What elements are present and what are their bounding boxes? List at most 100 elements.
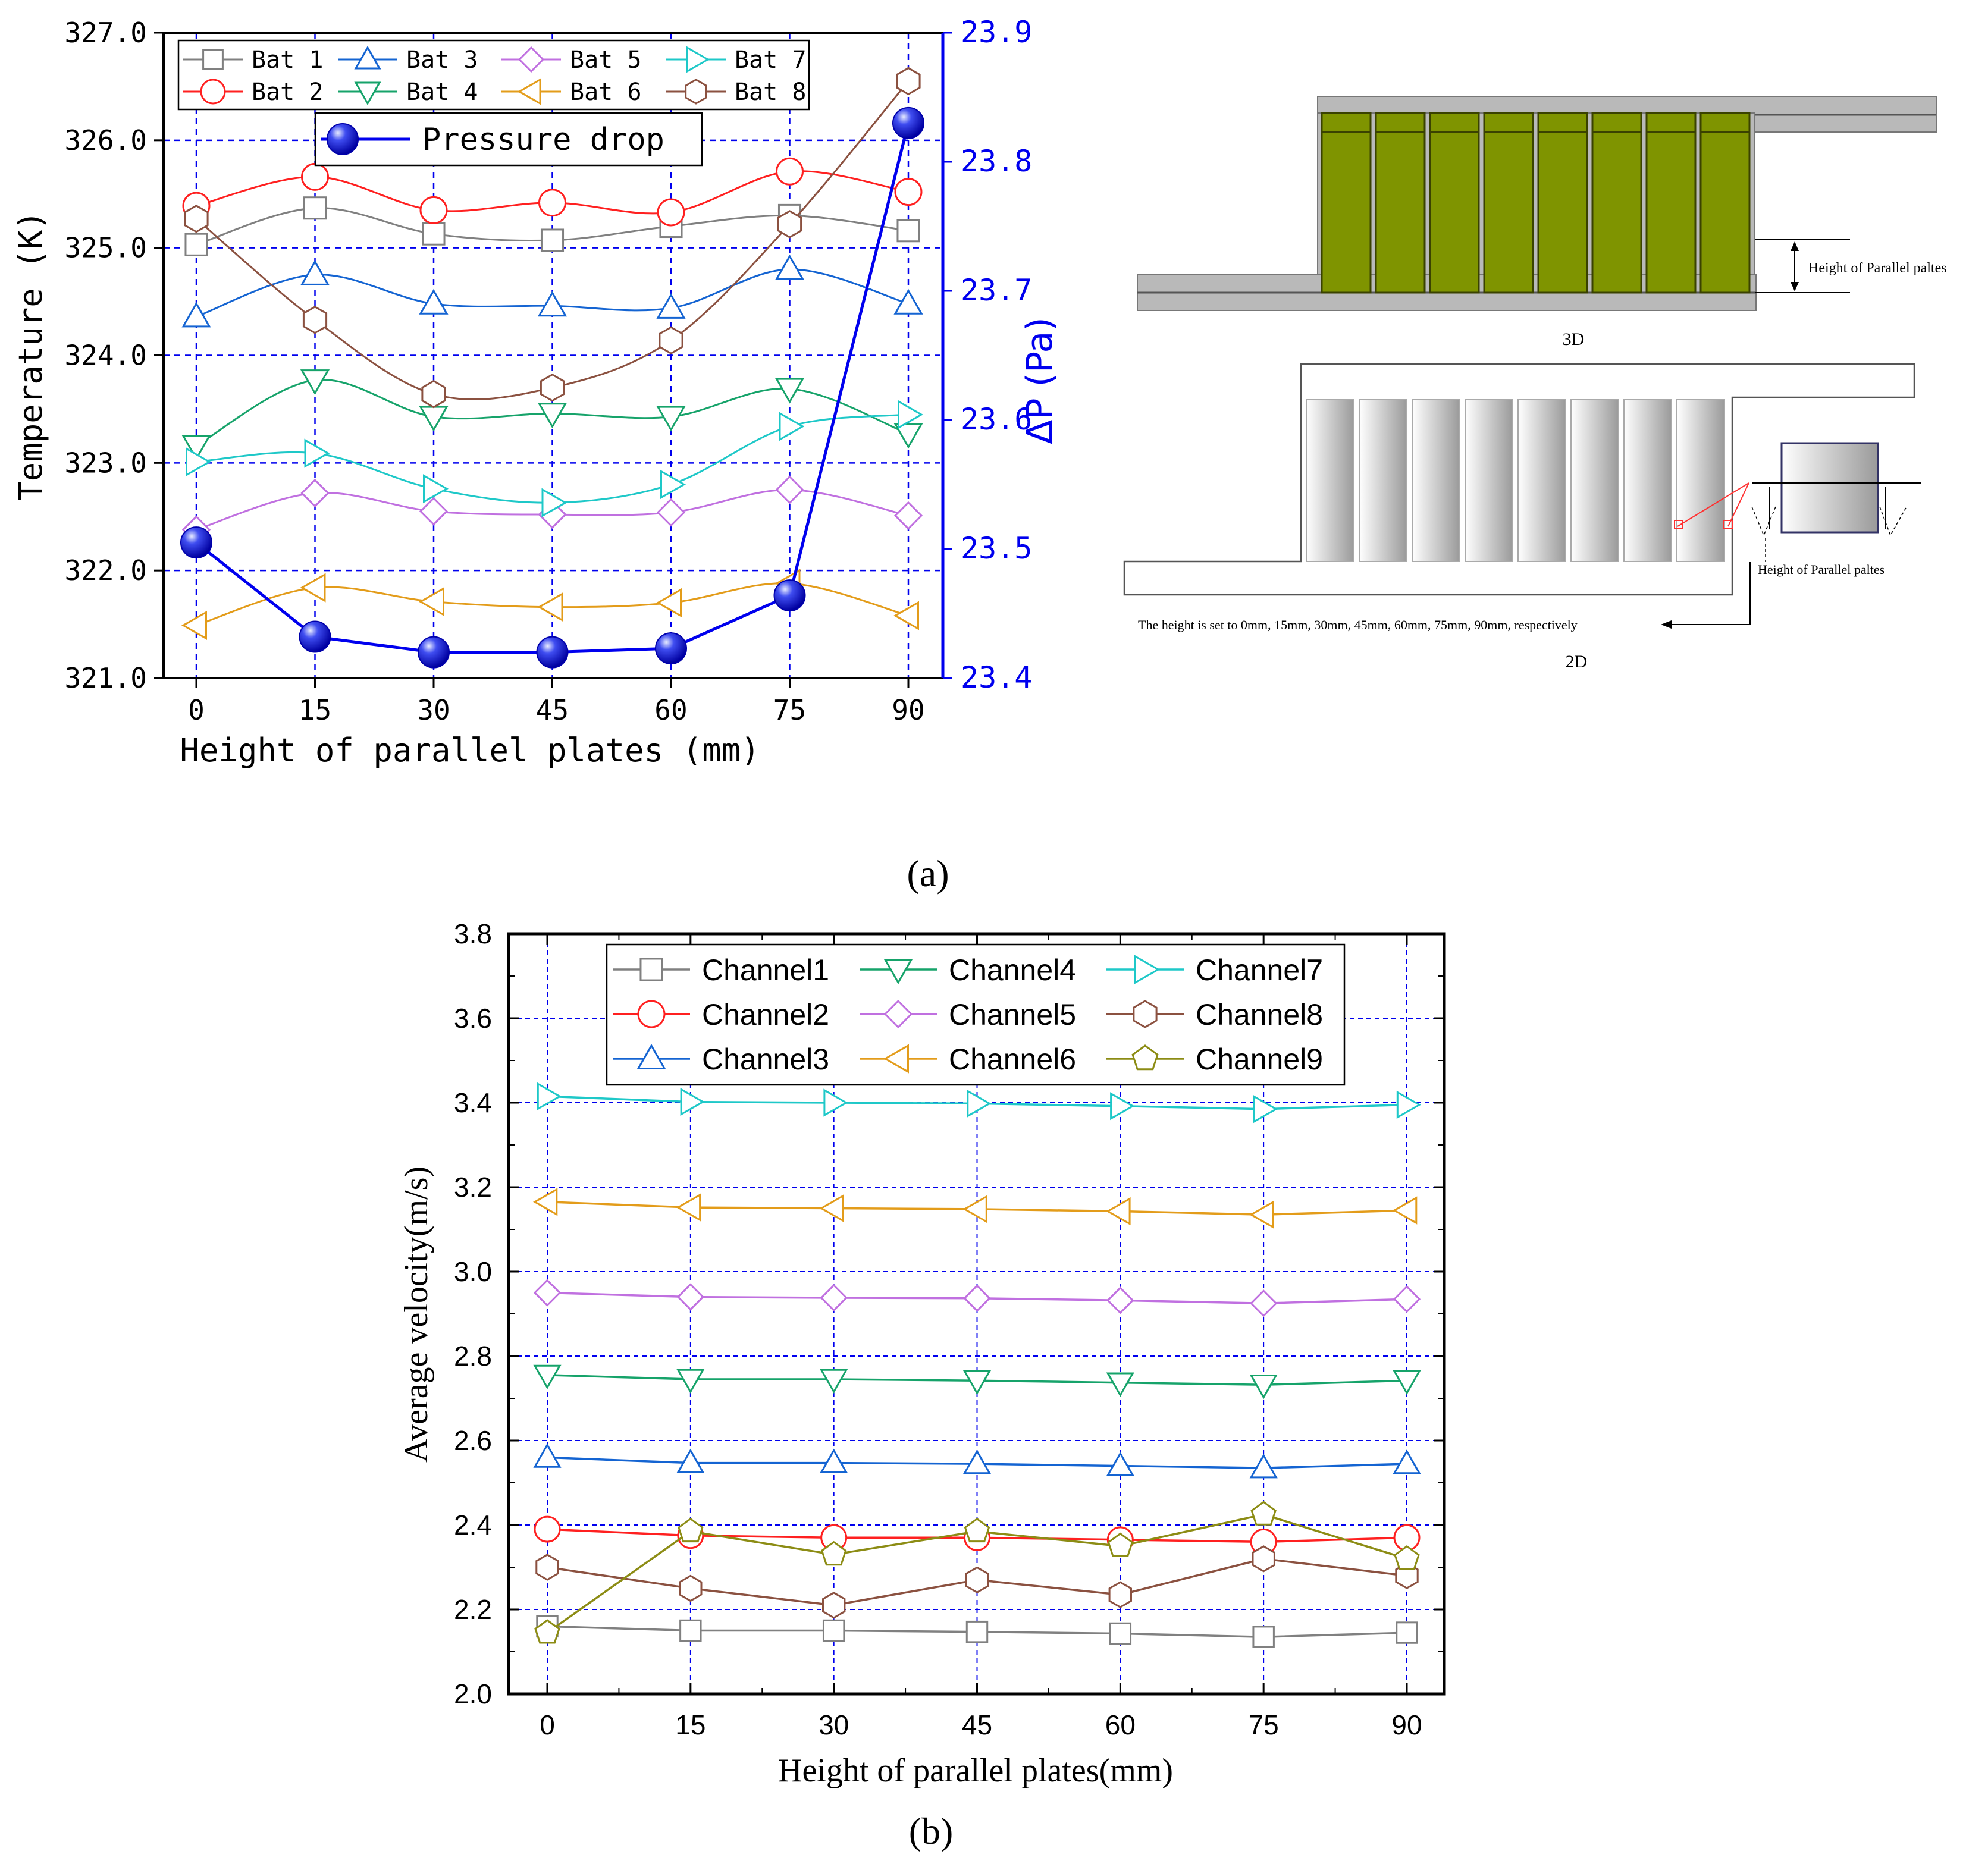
y2-tick-label: 23.6 [961,402,1032,437]
dim-arrow-head [1791,282,1799,291]
legend-label: Bat 7 [735,46,806,74]
legend-marker [883,999,913,1029]
y2-axis-title: ΔP (Pa) [1019,317,1061,444]
data-point [1396,1621,1418,1644]
height-note: The height is set to 0mm, 15mm, 30mm, 45… [1138,617,1578,632]
legend-label: Channel5 [949,998,1076,1031]
data-point [419,288,449,315]
series-a-2 [181,254,923,328]
data-point [180,526,212,559]
data-point [1252,1626,1275,1648]
battery-2d [1412,399,1460,562]
series-a-3 [181,369,923,461]
data-point [676,1369,705,1394]
detail-marker [1723,520,1733,529]
legend-label: Bat 3 [406,46,478,74]
series-a-7 [184,67,921,409]
y2-tick-label: 23.9 [961,15,1032,49]
data-point [181,435,211,461]
data-point [676,1193,701,1222]
data-point [656,406,686,432]
data-point [537,592,563,622]
legend-marker [883,959,913,985]
legend-label: Bat 4 [406,79,478,106]
x-tick-label: 60 [1105,1709,1136,1740]
note-leader [1672,562,1751,625]
data-point [535,1554,559,1581]
legend-marker [200,79,226,105]
battery-3d [1429,112,1480,294]
data-point [302,306,328,334]
x-axis-title: Height of parallel plates(mm) [778,1752,1173,1789]
data-point [1106,1286,1134,1314]
data-point [1393,1285,1421,1313]
data-point [893,288,923,315]
data-point [534,1515,561,1543]
data-point [418,636,450,669]
panel-label-a: (a) [907,852,949,895]
legend-a-box [177,39,810,111]
detail-marker [1674,520,1683,529]
legend-a: Bat 1 Bat 2 Bat 3 Bat 4 Bat 5 Bat 6 Bat 7 Bat 8… [177,39,810,167]
legend-label: Channel9 [1196,1043,1323,1076]
data-point [676,1283,704,1311]
legend-marker [685,79,707,105]
legend-marker [1134,955,1161,984]
x-tick-label: 15 [299,694,331,726]
legend-label: Bat 6 [570,79,641,106]
battery-2d [1465,399,1513,562]
data-point [1392,1196,1418,1225]
x-tick-label: 75 [773,694,806,726]
legend-label: Channel2 [702,998,829,1031]
data-point [300,478,330,508]
battery-2d [1306,399,1354,562]
legend-marker [1133,1000,1158,1028]
data-point [1250,1501,1277,1526]
data-point [1252,1545,1275,1573]
y-tick-label: 3.6 [454,1003,492,1034]
battery-3d [1321,112,1372,294]
data-point [1249,1454,1278,1479]
x-tick-label: 60 [654,694,687,726]
legend-marker [354,81,381,106]
data-point [1396,1090,1422,1119]
legend-label: Channel8 [1196,998,1323,1031]
data-point [541,488,567,517]
x-tick-label: 0 [188,694,205,726]
x-tick-label: 15 [675,1709,705,1740]
y2-tick-label: 23.4 [961,660,1032,695]
y-tick-label: 326.0 [65,124,147,156]
data-point [1393,1370,1421,1395]
series-b-3 [533,1364,1421,1400]
data-point [540,374,565,402]
data-point [303,196,327,220]
battery-3d [1483,112,1534,294]
y-tick-label: 3.0 [454,1256,492,1287]
legend-marker [639,958,663,981]
legend-marker [202,49,224,70]
data-point [533,1364,562,1389]
series-b-8 [534,1501,1420,1644]
y-tick-label: 2.8 [454,1341,492,1372]
legend-marker [686,46,710,73]
data-point [659,326,683,354]
data-point [1253,1095,1278,1124]
data-point [1249,1200,1274,1229]
legend-label: Channel1 [702,953,829,987]
y-tick-label: 322.0 [65,554,147,586]
legend-label: Channel6 [949,1043,1076,1076]
data-point [1110,1092,1135,1121]
data-point [964,1517,990,1543]
y-tick-label: 3.8 [454,918,492,949]
legend-marker [637,1000,666,1028]
data-point [777,210,802,239]
data-point [1250,1289,1278,1317]
data-point [823,1088,848,1117]
chart-a: 321.0 322.0 323.0 324.0 325.0 326.0 327.0 23.4 2… [12,15,1061,769]
data-point [181,302,211,328]
x-tick-label: 75 [1249,1709,1279,1740]
data-point [419,497,449,526]
data-point [533,1443,562,1468]
y-tick-label: 2.6 [454,1425,492,1456]
label-2d: 2D [1566,652,1588,672]
